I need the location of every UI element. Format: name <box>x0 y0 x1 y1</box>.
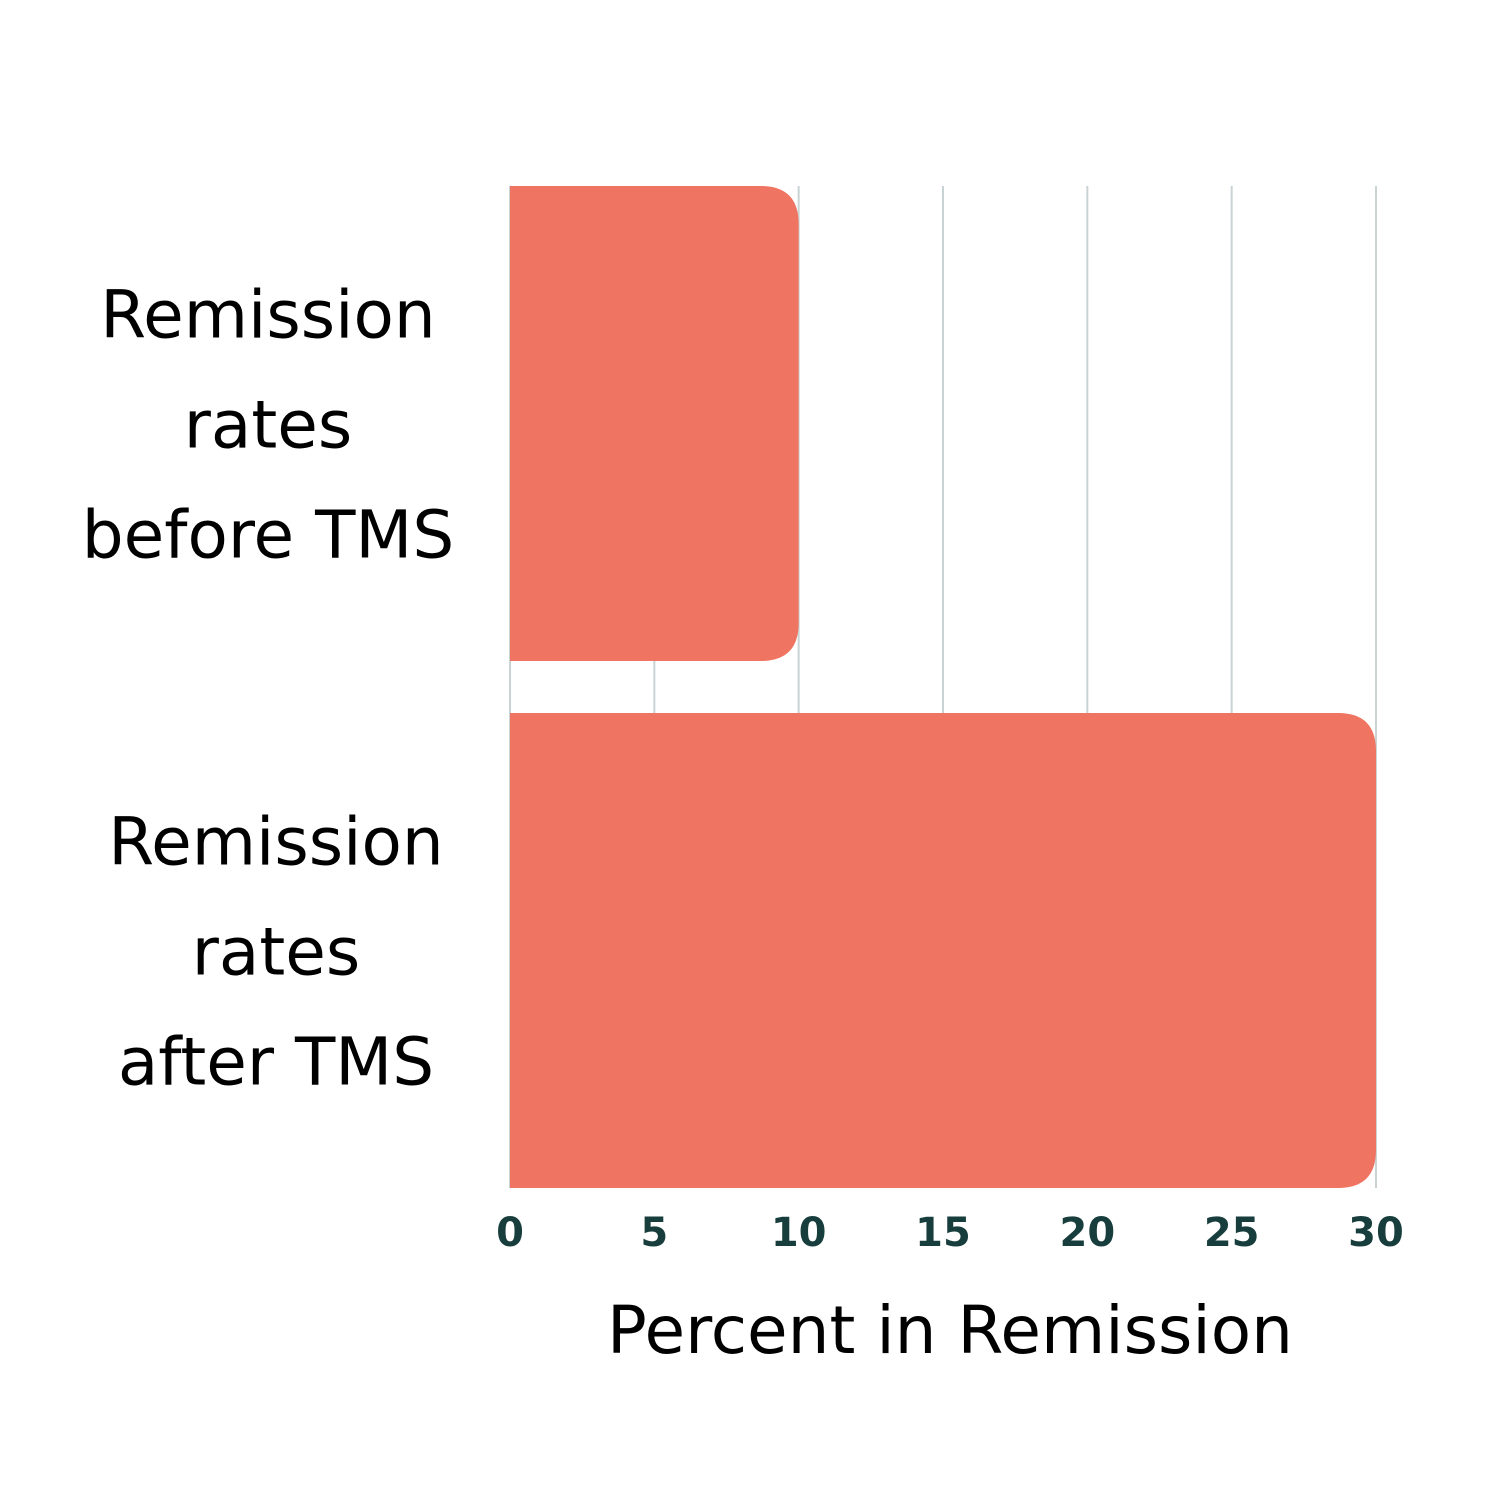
category-label-1: Remission rates before TMS <box>82 277 455 574</box>
x-tick-label-20: 20 <box>1059 1210 1115 1256</box>
x-axis-title: Percent in Remission <box>607 1292 1293 1369</box>
x-tick-label-15: 15 <box>915 1210 971 1256</box>
x-tick-label-25: 25 <box>1204 1210 1260 1256</box>
category-label-2: Remission rates after TMS <box>108 804 443 1101</box>
category-labels: Remission rates before TMS Remission rates af… <box>82 277 455 1101</box>
category-label-line: rates <box>184 387 352 464</box>
x-tick-label-30: 30 <box>1348 1210 1404 1256</box>
bar-2 <box>510 713 1376 1188</box>
x-tick-label-5: 5 <box>640 1210 668 1256</box>
category-label-line: after TMS <box>118 1024 434 1101</box>
category-label-line: before TMS <box>82 497 455 574</box>
x-tick-label-0: 0 <box>496 1210 524 1256</box>
category-label-line: Remission <box>108 804 443 881</box>
bars <box>510 186 1376 1188</box>
bar-1 <box>510 186 799 661</box>
x-tick-labels: 0 5 10 15 20 25 30 <box>496 1210 1404 1256</box>
category-label-line: Remission <box>100 277 435 354</box>
x-tick-label-10: 10 <box>771 1210 827 1256</box>
category-label-line: rates <box>192 914 360 991</box>
